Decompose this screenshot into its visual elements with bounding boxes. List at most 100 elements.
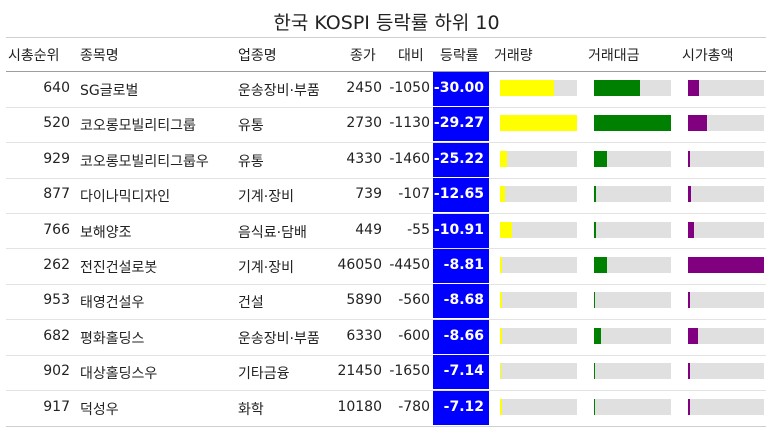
value-bar	[594, 186, 596, 203]
pct-value: -7.12	[443, 398, 484, 415]
value-bar-track	[594, 186, 671, 203]
mcap-bar	[688, 150, 690, 167]
pct-value: -7.14	[443, 363, 484, 380]
volume-bar-track	[500, 398, 577, 415]
pct-value: -8.68	[443, 292, 484, 309]
mcap-bar	[688, 363, 691, 380]
mcap-bar-track	[688, 327, 764, 344]
volume-bar	[500, 80, 554, 96]
value-bar	[594, 115, 671, 132]
pct-cell: -25.22	[433, 142, 489, 177]
sector-cell: 운송장비·부품	[238, 83, 320, 99]
row-separator	[6, 389, 766, 391]
rank-cell: 917	[43, 398, 70, 415]
name-cell: 평화홀딩스	[80, 330, 145, 347]
pct-value: -12.65	[433, 186, 484, 203]
close-cell: 449	[355, 221, 382, 238]
mcap-bar	[688, 115, 707, 132]
name-cell: 보해양조	[80, 224, 132, 241]
row-separator	[6, 142, 766, 144]
mcap-bar	[688, 80, 700, 96]
value-bar	[594, 257, 608, 273]
volume-bar	[500, 115, 577, 132]
close-cell: 2450	[346, 80, 382, 96]
value-bar	[594, 398, 595, 415]
pct-cell: -10.91	[433, 213, 489, 248]
volume-bar-track	[500, 363, 577, 380]
close-cell: 739	[355, 186, 382, 203]
close-cell: 5890	[346, 292, 382, 309]
pct-cell: -7.12	[433, 390, 489, 425]
sector-cell: 음식료·담배	[238, 224, 307, 241]
volume-bar	[500, 186, 506, 203]
value-bar-track	[594, 221, 671, 238]
pct-value: -10.91	[433, 221, 484, 238]
value-bar-track	[594, 115, 671, 132]
diff-cell: -1460	[389, 150, 430, 167]
sector-cell: 기계·장비	[238, 189, 294, 206]
pct-cell: -30.00	[433, 72, 489, 106]
volume-bar	[500, 257, 502, 273]
name-cell: 태영건설우	[80, 295, 145, 312]
pct-cell: -12.65	[433, 178, 489, 213]
value-bar	[594, 150, 608, 167]
mcap-bar-track	[688, 80, 764, 96]
volume-bar-track	[500, 221, 577, 238]
top-rule	[6, 37, 766, 38]
diff-cell: -1130	[389, 115, 430, 132]
diff-cell: -107	[398, 186, 430, 203]
mcap-bar	[688, 257, 764, 273]
close-cell: 4330	[346, 150, 382, 167]
volume-bar	[500, 327, 503, 344]
value-bar-track	[594, 398, 671, 415]
table-row: 917 덕성우 화학 10180 -780 -7.12	[0, 390, 773, 425]
sector-cell: 기타금융	[238, 366, 290, 383]
mcap-bar-track	[688, 257, 764, 273]
pct-cell: -8.68	[433, 284, 489, 319]
value-bar-track	[594, 292, 671, 309]
header-rule	[6, 71, 766, 72]
close-cell: 6330	[346, 327, 382, 344]
volume-bar	[500, 398, 502, 415]
pct-cell: -8.66	[433, 319, 489, 354]
rank-cell: 520	[43, 115, 70, 132]
name-cell: 덕성우	[80, 401, 119, 418]
row-separator	[6, 106, 766, 108]
value-bar	[594, 363, 595, 380]
volume-bar	[500, 292, 502, 309]
volume-bar-track	[500, 115, 577, 132]
pct-value: -8.81	[443, 257, 484, 273]
volume-bar-track	[500, 186, 577, 203]
name-cell: 다이나믹디자인	[80, 189, 171, 206]
volume-bar-track	[500, 150, 577, 167]
rank-cell: 640	[43, 80, 70, 96]
row-separator	[6, 212, 766, 214]
name-cell: 코오롱모빌리티그룹	[80, 118, 196, 135]
header-close: 종가	[350, 48, 376, 64]
table-row: 766 보해양조 음식료·담배 449 -55 -10.91	[0, 213, 773, 248]
value-bar	[594, 327, 601, 344]
value-bar-track	[594, 80, 671, 96]
close-cell: 10180	[337, 398, 382, 415]
table-row: 877 다이나믹디자인 기계·장비 739 -107 -12.65	[0, 178, 773, 213]
header-mcap: 시가총액	[682, 48, 734, 64]
sector-cell: 운송장비·부품	[238, 330, 320, 347]
header-sector: 업종명	[238, 48, 277, 64]
row-separator	[6, 354, 766, 356]
mcap-bar	[688, 292, 690, 309]
table-row: 682 평화홀딩스 운송장비·부품 6330 -600 -8.66	[0, 319, 773, 354]
mcap-bar-track	[688, 150, 764, 167]
value-bar	[594, 221, 596, 238]
header-volume: 거래량	[494, 48, 533, 64]
table-header: 시총순위 종목명 업종명 종가 대비 등락률 거래량 거래대금 시가총액	[0, 38, 773, 71]
sector-cell: 건설	[238, 295, 264, 312]
pct-value: -30.00	[433, 80, 484, 96]
pct-cell: -7.14	[433, 355, 489, 390]
mcap-bar-track	[688, 363, 764, 380]
rank-cell: 877	[43, 186, 70, 203]
rank-cell: 953	[43, 292, 70, 309]
header-rank: 시총순위	[8, 48, 60, 64]
name-cell: SG글로벌	[80, 83, 139, 99]
chart-title: 한국 KOSPI 등락률 하위 10	[273, 12, 500, 34]
